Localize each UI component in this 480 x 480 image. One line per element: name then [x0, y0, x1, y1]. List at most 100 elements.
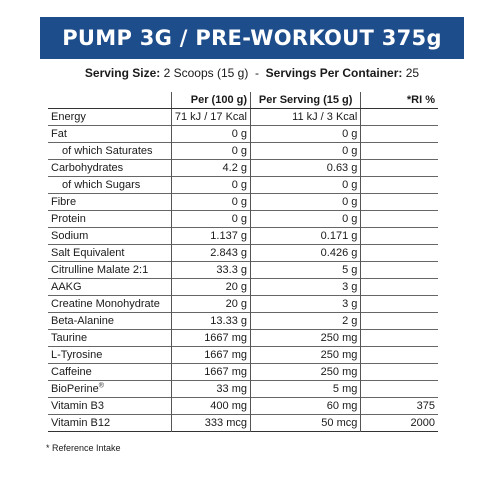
ri-percent-value — [361, 211, 438, 228]
nutrient-name: Vitamin B12 — [48, 414, 172, 432]
header-per-100g: Per (100 g) — [171, 92, 252, 109]
per-serving-value: 3 g — [250, 295, 362, 313]
footnote: * Reference Intake — [46, 443, 121, 453]
ri-percent-value — [361, 126, 438, 143]
table-row: Vitamin B12 333 mcg 50 mcg 2000 — [48, 414, 438, 432]
ri-percent-value — [361, 194, 438, 211]
per-serving-value: 5 mg — [250, 380, 362, 398]
serving-size-value: 2 Scoops (15 g) — [163, 66, 249, 80]
nutrient-name: Carbohydrates — [48, 159, 172, 177]
nutrient-name: Beta-Alanine — [48, 312, 172, 330]
ri-percent-value — [361, 364, 438, 381]
per-100g-value: 13.33 g — [171, 312, 252, 330]
per-serving-value: 250 mg — [250, 346, 362, 364]
per-100g-value: 1.137 g — [171, 227, 252, 245]
per-serving-value: 3 g — [250, 278, 362, 296]
nutrient-name: of which Saturates — [48, 142, 172, 160]
table-row: BioPerine® 33 mg 5 mg — [48, 380, 438, 398]
per-serving-value: 250 mg — [250, 363, 362, 381]
per-100g-value: 1667 mg — [171, 346, 252, 364]
per-serving-value: 250 mg — [250, 329, 362, 347]
per-100g-value: 1667 mg — [171, 363, 252, 381]
ri-percent-value — [361, 381, 438, 398]
per-serving-value: 0.63 g — [250, 159, 362, 177]
ri-percent-value — [361, 177, 438, 194]
table-row: Taurine 1667 mg 250 mg — [48, 329, 438, 347]
nutrient-name: AAKG — [48, 278, 172, 296]
ri-percent-value — [361, 160, 438, 177]
nutrient-name: Sodium — [48, 227, 172, 245]
serving-info: Serving Size: 2 Scoops (15 g) - Servings… — [40, 66, 464, 80]
table-row: Vitamin B3 400 mg 60 mg 375 — [48, 397, 438, 415]
servings-per-container-label: Servings Per Container: — [265, 66, 403, 80]
per-100g-value: 1667 mg — [171, 329, 252, 347]
per-100g-value: 4.2 g — [171, 159, 252, 177]
per-serving-value: 50 mcg — [250, 414, 362, 432]
ri-percent-value: 2000 — [410, 417, 435, 429]
per-100g-value: 400 mg — [171, 397, 252, 415]
ri-percent-value — [361, 330, 438, 347]
per-100g-value: 0 g — [171, 193, 252, 211]
header-ri-percent: *RI % — [360, 92, 438, 109]
ri-percent-value — [361, 228, 438, 245]
ri-percent-value — [361, 245, 438, 262]
ri-percent-value — [361, 347, 438, 364]
ri-percent-value: 375 — [416, 400, 435, 412]
ri-percent-value — [361, 279, 438, 296]
nutrient-name: Protein — [48, 210, 172, 228]
registered-mark: ® — [98, 382, 104, 390]
per-serving-value: 0 g — [250, 142, 362, 160]
nutrient-name: Citrulline Malate 2:1 — [48, 261, 172, 279]
per-serving-value: 0 g — [250, 176, 362, 194]
table-row: Sodium 1.137 g 0.171 g — [48, 227, 438, 245]
nutrient-name: Vitamin B3 — [48, 397, 172, 415]
nutrient-name: Salt Equivalent — [48, 244, 172, 262]
ri-percent-value — [361, 109, 438, 126]
per-100g-value: 71 kJ / 17 Kcal — [171, 108, 252, 126]
servings-per-container-value: 25 — [405, 66, 420, 80]
product-title: PUMP 3G / PRE-WORKOUT 375g — [62, 26, 442, 50]
nutrient-name: BioPerine® — [48, 380, 172, 398]
nutrition-table: Per (100 g) Per Serving (15 g) *RI % Ene… — [48, 92, 438, 432]
ri-percent-value — [361, 313, 438, 330]
nutrient-name: Caffeine — [48, 363, 172, 381]
nutrient-name: Energy — [48, 108, 172, 126]
per-serving-value: 0.426 g — [250, 244, 362, 262]
nutrient-name: Fibre — [48, 193, 172, 211]
nutrient-name: Taurine — [48, 329, 172, 347]
per-100g-value: 33 mg — [171, 380, 252, 398]
header-per-serving: Per Serving (15 g) — [250, 92, 362, 109]
per-serving-value: 0.171 g — [250, 227, 362, 245]
nutrient-name: Creatine Monohydrate — [48, 295, 172, 313]
per-100g-value: 20 g — [171, 278, 252, 296]
per-100g-value: 333 mcg — [171, 414, 252, 432]
table-row: Carbohydrates 4.2 g 0.63 g — [48, 159, 438, 177]
per-100g-value: 33.3 g — [171, 261, 252, 279]
per-100g-value: 0 g — [171, 125, 252, 143]
table-row: L-Tyrosine 1667 mg 250 mg — [48, 346, 438, 364]
per-100g-value: 0 g — [171, 176, 252, 194]
table-row: Salt Equivalent 2.843 g 0.426 g — [48, 244, 438, 262]
nutrition-table-header: Per (100 g) Per Serving (15 g) *RI % — [48, 92, 438, 109]
header-nutrient — [48, 92, 172, 109]
per-serving-value: 0 g — [250, 193, 362, 211]
table-row: Caffeine 1667 mg 250 mg — [48, 363, 438, 381]
per-serving-value: 5 g — [250, 261, 362, 279]
per-serving-value: 60 mg — [250, 397, 362, 415]
table-row: Energy 71 kJ / 17 Kcal 11 kJ / 3 Kcal — [48, 108, 438, 126]
per-100g-value: 0 g — [171, 142, 252, 160]
nutrient-name: L-Tyrosine — [48, 346, 172, 364]
ri-percent-value — [361, 262, 438, 279]
per-serving-value: 0 g — [250, 210, 362, 228]
per-serving-value: 2 g — [250, 312, 362, 330]
per-100g-value: 2.843 g — [171, 244, 252, 262]
